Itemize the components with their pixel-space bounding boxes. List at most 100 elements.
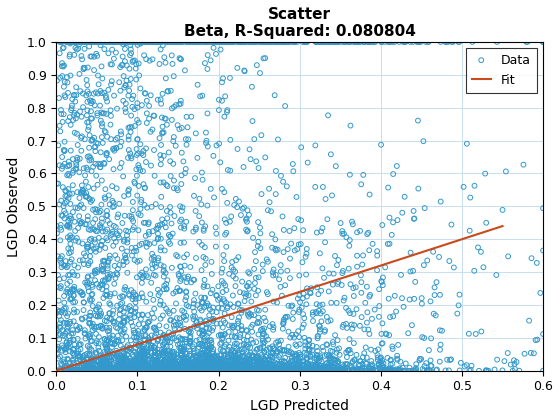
Data (510, 361, 519, 368)
Data (193, 368, 202, 374)
Data (264, 39, 273, 45)
Data (184, 273, 193, 280)
Data (129, 334, 138, 341)
Data (57, 317, 66, 323)
Data (124, 366, 133, 373)
Data (184, 328, 193, 335)
Data (106, 349, 115, 356)
Data (198, 368, 207, 374)
Data (205, 359, 214, 366)
Data (231, 352, 240, 359)
Data (379, 368, 388, 374)
Data (96, 164, 105, 171)
Data (70, 351, 79, 358)
Data (228, 39, 237, 45)
Data (158, 90, 167, 97)
Data (215, 358, 224, 365)
Data (132, 363, 141, 370)
Data (200, 304, 209, 311)
Data (257, 367, 266, 373)
Data (79, 66, 88, 73)
Data (66, 39, 75, 45)
Data (413, 39, 422, 45)
Data (90, 267, 99, 274)
Data (140, 39, 149, 45)
Data (66, 258, 74, 265)
Data (188, 365, 197, 371)
Data (91, 160, 100, 167)
Data (138, 39, 147, 45)
Data (141, 90, 150, 97)
Data (338, 323, 347, 330)
Data (102, 110, 111, 117)
Data (133, 117, 142, 123)
Data (170, 367, 179, 373)
Data (105, 310, 114, 317)
Data (143, 347, 152, 354)
Data (79, 363, 88, 370)
Data (455, 291, 464, 298)
Data (212, 39, 221, 45)
Data (503, 350, 512, 357)
Data (105, 220, 114, 227)
Data (217, 367, 226, 374)
Data (227, 264, 236, 271)
Data (278, 364, 287, 370)
Data (167, 220, 176, 227)
Data (244, 309, 253, 315)
Data (288, 39, 297, 45)
Data (67, 105, 76, 111)
Data (99, 268, 108, 275)
Data (69, 286, 78, 293)
Data (318, 365, 327, 372)
Data (119, 314, 128, 321)
Data (133, 367, 142, 374)
Data (189, 365, 198, 372)
Data (349, 39, 358, 45)
Data (160, 282, 169, 289)
Data (242, 367, 251, 374)
Data (168, 366, 177, 373)
Data (143, 39, 152, 45)
Data (84, 365, 93, 372)
Data (310, 366, 319, 373)
Data (315, 366, 324, 373)
Data (156, 364, 165, 370)
Data (356, 228, 365, 234)
Data (191, 39, 200, 45)
Data (188, 343, 197, 349)
Data (94, 365, 103, 372)
Data (214, 362, 223, 369)
Data (120, 366, 129, 373)
Data (170, 364, 179, 370)
Data (84, 184, 93, 190)
Data (227, 364, 236, 370)
Data (204, 330, 213, 336)
Data (122, 357, 130, 363)
Data (279, 347, 288, 354)
Data (190, 368, 199, 374)
Data (94, 39, 103, 45)
Data (113, 230, 122, 237)
Data (99, 367, 108, 374)
Data (283, 267, 292, 274)
Data (216, 366, 225, 373)
Data (128, 296, 137, 302)
Data (174, 270, 183, 277)
Data (106, 353, 115, 360)
Data (254, 362, 263, 368)
Data (275, 346, 284, 352)
Data (139, 326, 148, 333)
Data (203, 363, 212, 370)
Data (117, 62, 126, 68)
Data (162, 181, 171, 188)
Data (232, 363, 241, 370)
Data (223, 367, 232, 374)
Data (198, 362, 207, 369)
Data (187, 367, 196, 374)
Data (139, 39, 148, 45)
Data (200, 367, 209, 373)
Data (206, 57, 215, 64)
Data (277, 368, 286, 374)
Data (187, 360, 196, 366)
